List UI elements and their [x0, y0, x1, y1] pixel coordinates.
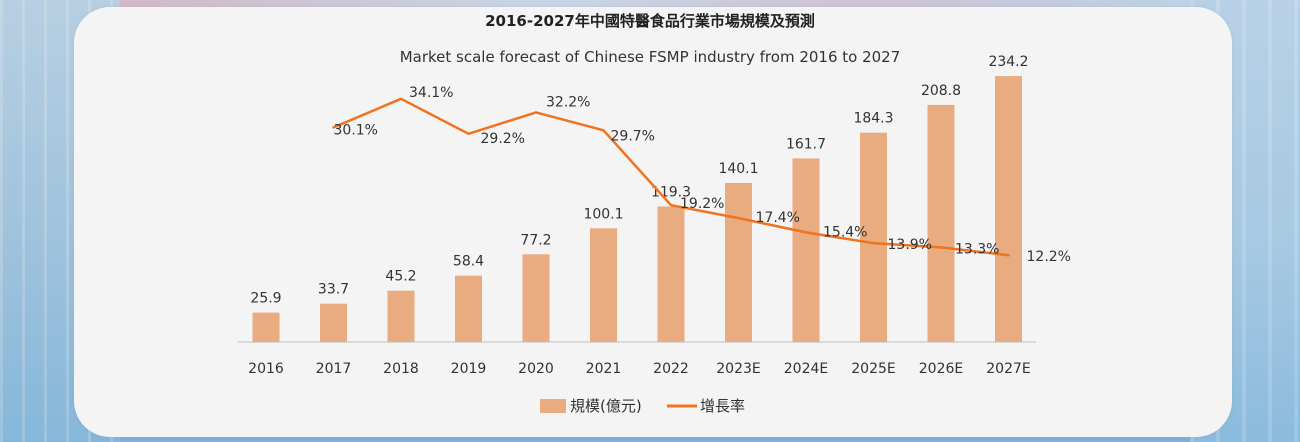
bar-2026E	[927, 104, 955, 343]
growth-line-group	[332, 97, 1010, 257]
x-tick-label-2020: 2020	[518, 361, 554, 377]
x-tick-label-2019: 2019	[451, 361, 487, 377]
x-tick-label-2025E: 2025E	[851, 361, 895, 377]
bar-2019	[455, 275, 482, 342]
bar-value-label-2016: 25.9	[250, 291, 281, 307]
bar-value-label-2020: 77.2	[520, 232, 551, 248]
x-tick-label-2017: 2017	[316, 361, 352, 377]
x-tick-label-2022: 2022	[653, 361, 689, 377]
bar-2018	[387, 290, 415, 342]
bar-value-label-2024E: 161.7	[786, 136, 826, 152]
bar-value-label-2027E: 234.2	[988, 54, 1028, 70]
growth-label-2019: 29.2%	[481, 131, 525, 147]
x-tick-label-2024E: 2024E	[784, 361, 828, 377]
growth-label-2017: 30.1%	[334, 122, 378, 138]
growth-rate-line	[332, 97, 1010, 257]
x-tick-label-2027E: 2027E	[986, 361, 1030, 377]
x-tick-label-2021: 2021	[586, 361, 622, 377]
bars-group	[252, 76, 1022, 343]
legend: 規模(億元) 增長率	[540, 397, 745, 415]
growth-label-2022: 19.2%	[680, 196, 724, 212]
chart-title: 2016-2027年中國特醫食品行業市場規模及預測	[485, 12, 815, 30]
x-tick-label-2018: 2018	[383, 361, 419, 377]
growth-label-2020: 32.2%	[546, 94, 590, 110]
bar-value-label-2022: 119.3	[651, 185, 691, 201]
growth-label-2026E: 13.3%	[955, 241, 999, 257]
bar-2022	[657, 206, 685, 342]
bar-labels-group: 25.9 33.7 45.2 58.4 77.2 100.1 119.3 140.1 161.7…	[250, 54, 1028, 307]
bar-2023E	[725, 182, 752, 342]
chart-card	[74, 7, 1232, 437]
legend-label-line: 增長率	[700, 397, 745, 415]
bar-value-label-2026E: 208.8	[921, 83, 961, 99]
bar-value-label-2023E: 140.1	[718, 161, 758, 177]
bar-2025E	[860, 132, 887, 342]
x-tick-label-2023E: 2023E	[716, 361, 760, 377]
bar-value-label-2025E: 184.3	[853, 111, 893, 127]
bar-value-label-2021: 100.1	[583, 206, 623, 222]
bar-value-label-2017: 33.7	[318, 282, 349, 298]
bar-2024E	[792, 158, 820, 342]
x-tick-label-2016: 2016	[248, 361, 284, 377]
bar-2017	[320, 303, 347, 342]
x-tick-label-2026E: 2026E	[919, 361, 963, 377]
growth-label-2018: 34.1%	[409, 85, 453, 101]
growth-label-2023E: 17.4%	[756, 210, 800, 226]
growth-label-2024E: 15.4%	[823, 224, 867, 240]
bar-value-label-2018: 45.2	[385, 269, 416, 285]
bar-2016	[252, 312, 280, 342]
growth-label-2027E: 12.2%	[1027, 249, 1071, 265]
bar-value-label-2019: 58.4	[453, 254, 484, 270]
chart-subtitle: Market scale forecast of Chinese FSMP in…	[400, 48, 901, 66]
growth-label-2025E: 13.9%	[888, 237, 932, 253]
growth-labels-group: 30.1% 34.1% 29.2% 32.2% 29.7% 19.2% 17.4% 15.4%…	[334, 85, 1071, 265]
bar-2021	[590, 228, 617, 342]
bar-2027E	[995, 76, 1022, 342]
legend-label-bar: 規模(億元)	[570, 397, 642, 415]
x-tick-labels-group: 2016 2017 2018 2019 2020 2021 2022 2023E 2024E 20…	[248, 361, 1031, 377]
bar-2020	[522, 254, 550, 342]
legend-swatch-bar	[540, 399, 566, 413]
growth-label-2021: 29.7%	[611, 128, 655, 144]
